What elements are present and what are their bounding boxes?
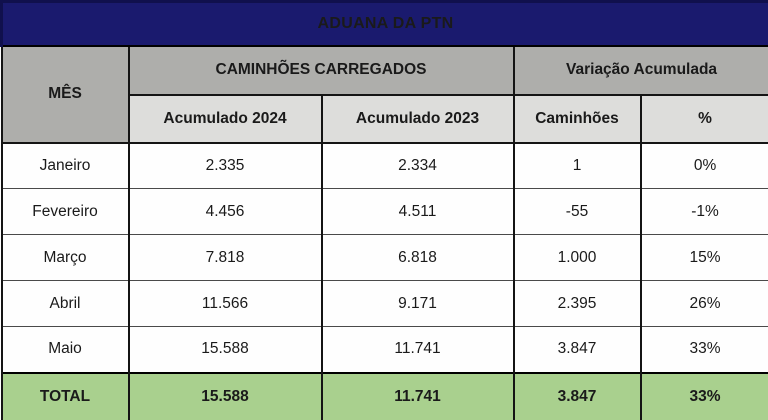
acc2023-cell: 4.511 (320, 188, 515, 235)
acc2023-cell: 11.741 (320, 326, 515, 373)
month-cell: Janeiro (0, 142, 130, 189)
column-header-mes: MÊS (0, 44, 130, 144)
trucks-cell: 1 (512, 142, 642, 189)
trucks-cell: -55 (512, 188, 642, 235)
percent-cell: 33% (639, 326, 768, 373)
percent-cell: 26% (639, 280, 768, 327)
trucks-cell: 2.395 (512, 280, 642, 327)
group-header-caminhoes-carregados: CAMINHÕES CARREGADOS (127, 44, 515, 96)
month-cell: Abril (0, 280, 130, 327)
column-header-caminhoes: Caminhões (512, 93, 642, 144)
table-row-maio: Maio 15.588 11.741 3.847 33% (0, 326, 768, 373)
group-header-variacao-acumulada: Variação Acumulada (512, 44, 768, 96)
acc2024-cell: 7.818 (127, 234, 323, 281)
acc2024-cell: 4.456 (127, 188, 323, 235)
total-acc2024-cell: 15.588 (127, 371, 323, 420)
acc2024-cell: 15.588 (127, 326, 323, 373)
trucks-cell: 1.000 (512, 234, 642, 281)
column-header-percent: % (639, 93, 768, 144)
total-percent-cell: 33% (639, 371, 768, 420)
percent-cell: 0% (639, 142, 768, 189)
table-row-abril: Abril 11.566 9.171 2.395 26% (0, 280, 768, 327)
table-row-marco: Março 7.818 6.818 1.000 15% (0, 234, 768, 281)
month-cell: Maio (0, 326, 130, 373)
table-row-total: TOTAL 15.588 11.741 3.847 33% (0, 371, 768, 420)
acc2023-cell: 6.818 (320, 234, 515, 281)
acc2023-cell: 2.334 (320, 142, 515, 189)
total-label: TOTAL (0, 371, 130, 420)
column-header-acumulado-2024: Acumulado 2024 (127, 93, 323, 144)
acc2024-cell: 2.335 (127, 142, 323, 189)
month-cell: Março (0, 234, 130, 281)
percent-cell: -1% (639, 188, 768, 235)
month-cell: Fevereiro (0, 188, 130, 235)
acc2024-cell: 11.566 (127, 280, 323, 327)
trucks-cell: 3.847 (512, 326, 642, 373)
acc2023-cell: 9.171 (320, 280, 515, 327)
table-row-janeiro: Janeiro 2.335 2.334 1 0% (0, 142, 768, 189)
table-row-fevereiro: Fevereiro 4.456 4.511 -55 -1% (0, 188, 768, 235)
total-acc2023-cell: 11.741 (320, 371, 515, 420)
percent-cell: 15% (639, 234, 768, 281)
column-header-acumulado-2023: Acumulado 2023 (320, 93, 515, 144)
page-title: ADUANA DA PTN (0, 0, 768, 47)
total-trucks-cell: 3.847 (512, 371, 642, 420)
